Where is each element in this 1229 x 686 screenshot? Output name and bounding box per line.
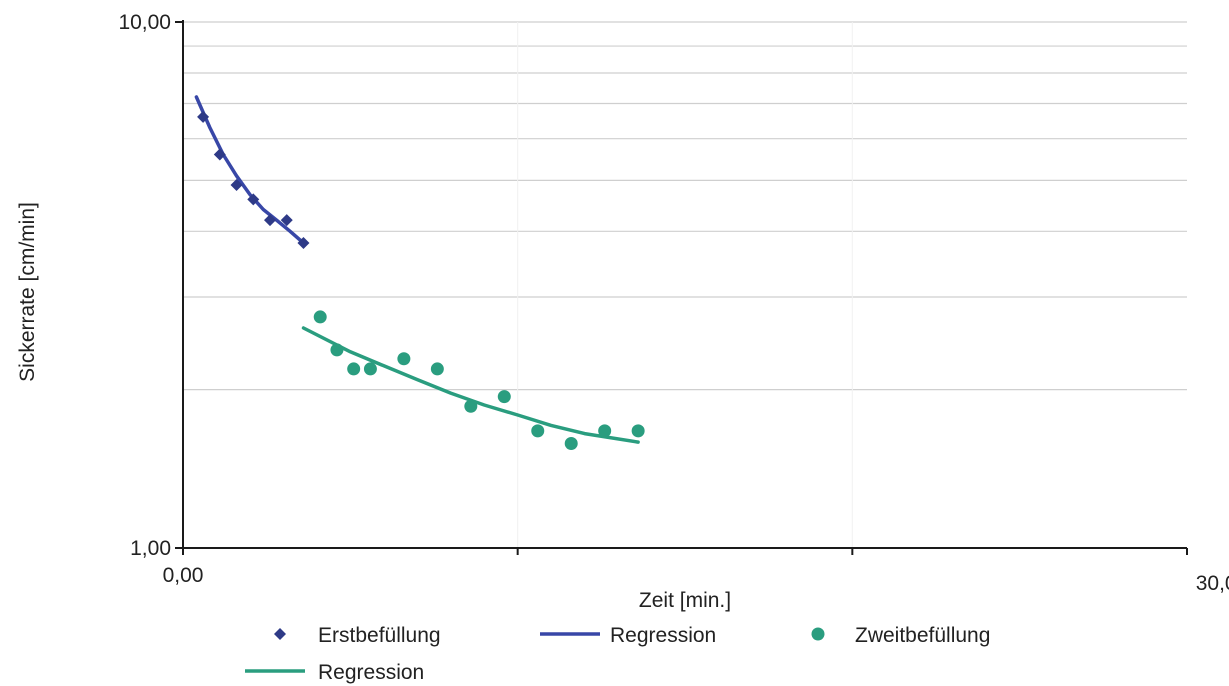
data-point-circle xyxy=(497,390,511,404)
plot-area xyxy=(194,95,645,451)
data-point-diamond xyxy=(264,214,277,227)
data-point-circle xyxy=(564,437,578,451)
data-point-circle xyxy=(330,343,344,357)
data-point-circle xyxy=(631,424,645,438)
x-axis-title: Zeit [min.] xyxy=(639,589,731,612)
grid-lines xyxy=(183,21,1187,548)
data-point-circle xyxy=(313,310,327,324)
legend-label: Regression xyxy=(610,624,716,647)
y-tick-label: 10,00 xyxy=(118,11,171,34)
data-point-circle xyxy=(397,352,411,366)
legend: Erstbefüllung Regression Zweitbefüllung Reg… xyxy=(245,624,990,684)
data-point-circle xyxy=(464,399,478,413)
regression-line-1 xyxy=(194,95,306,245)
data-point-circle xyxy=(430,362,444,376)
data-point-circle xyxy=(363,362,377,376)
legend-label: Regression xyxy=(318,661,424,684)
x-tick-label: 0,00 xyxy=(163,564,204,587)
legend-label: Erstbefüllung xyxy=(318,624,441,647)
y-axis-title: Sickerrate [cm/min] xyxy=(16,202,39,382)
regression-line-3 xyxy=(301,326,640,444)
data-point-diamond xyxy=(213,148,226,161)
x-tick-label: 30,00 xyxy=(1196,572,1229,595)
data-point-diamond xyxy=(197,110,210,123)
data-point-circle xyxy=(347,362,361,376)
y-tick-label: 1,00 xyxy=(130,537,171,560)
data-point-circle xyxy=(531,424,545,438)
data-point-diamond xyxy=(230,178,243,191)
data-point-diamond xyxy=(297,237,310,250)
legend-label: Zweitbefüllung xyxy=(855,624,990,647)
data-point-diamond xyxy=(247,193,260,206)
data-point-circle xyxy=(598,424,612,438)
data-point-diamond xyxy=(280,214,293,227)
axes: 1,00 10,00 0,00 30,00 xyxy=(118,11,1229,595)
legend-marker-circle xyxy=(811,627,825,641)
legend-marker-diamond xyxy=(274,628,286,640)
